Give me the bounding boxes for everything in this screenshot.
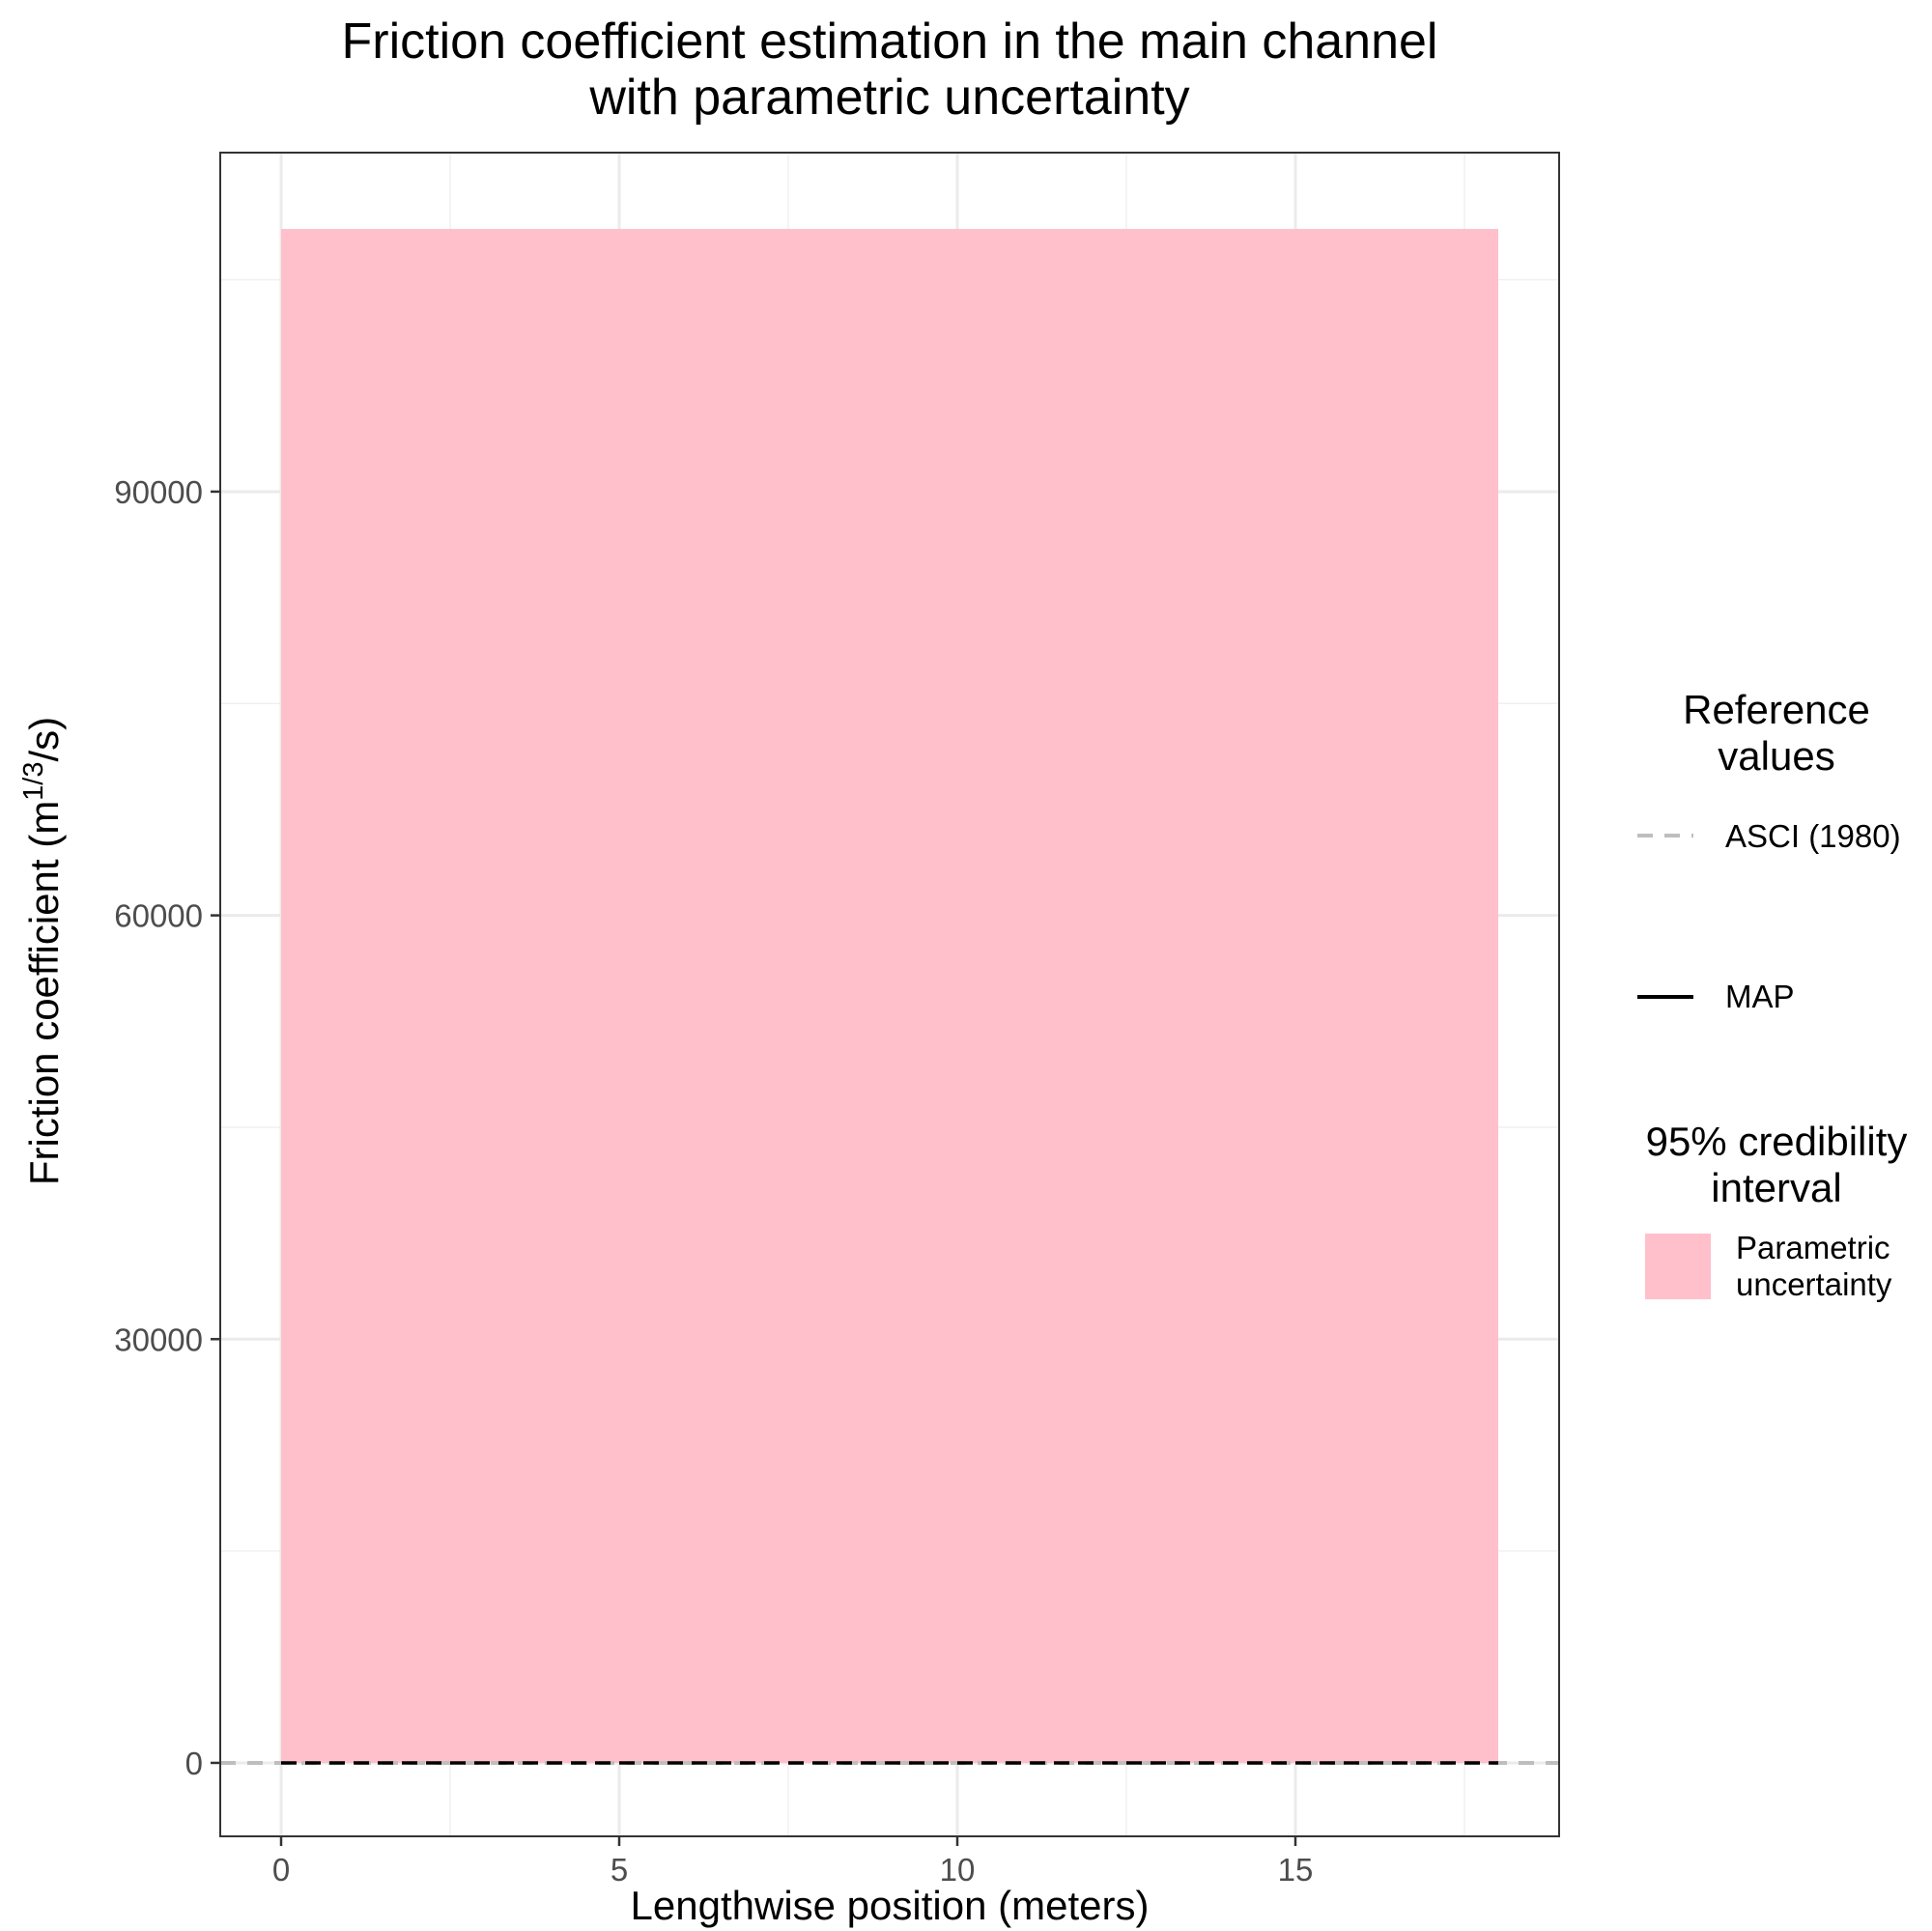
legend-title-reference: Reference <box>1683 687 1870 732</box>
y-tick-label: 0 <box>185 1746 203 1781</box>
legend-label-asci: ASCI (1980) <box>1725 818 1901 854</box>
legend-label-parametric: Parametric <box>1736 1230 1890 1265</box>
chart-title-line: Friction coefficient estimation in the m… <box>342 14 1438 70</box>
y-axis-title-tail: /s) <box>21 717 67 762</box>
chart-title: Friction coefficient estimation in the m… <box>342 14 1438 126</box>
legend-title-credibility: 95% credibility <box>1646 1119 1908 1164</box>
x-axis-title: Lengthwise position (meters) <box>631 1883 1150 1928</box>
x-tick-label: 5 <box>611 1852 628 1888</box>
x-axis: 0 5 10 15 <box>272 1836 1314 1888</box>
legend-key-parametric <box>1645 1234 1711 1299</box>
y-axis: 0 30000 60000 90000 <box>114 474 220 1781</box>
x-tick-label: 0 <box>272 1852 290 1888</box>
legend-title-reference: values <box>1718 733 1834 779</box>
legend-title-credibility: interval <box>1711 1165 1841 1210</box>
series-layer <box>220 229 1559 1763</box>
legend-label-map: MAP <box>1725 979 1795 1014</box>
y-tick-label: 90000 <box>114 474 203 510</box>
credibility-interval-ribbon <box>281 229 1498 1763</box>
x-tick-label: 15 <box>1278 1852 1314 1888</box>
y-axis-title-main: Friction coefficient (m <box>21 801 67 1185</box>
y-axis-title-superscript: 1/3 <box>18 761 49 800</box>
chart-title-line: with parametric uncertainty <box>588 70 1189 126</box>
y-tick-label: 60000 <box>114 898 203 934</box>
y-tick-label: 30000 <box>114 1321 203 1357</box>
plot-panel <box>220 153 1559 1836</box>
y-axis-title: Friction coefficient (m1/3/s) <box>18 717 67 1185</box>
legend-label-parametric: uncertainty <box>1736 1266 1892 1302</box>
